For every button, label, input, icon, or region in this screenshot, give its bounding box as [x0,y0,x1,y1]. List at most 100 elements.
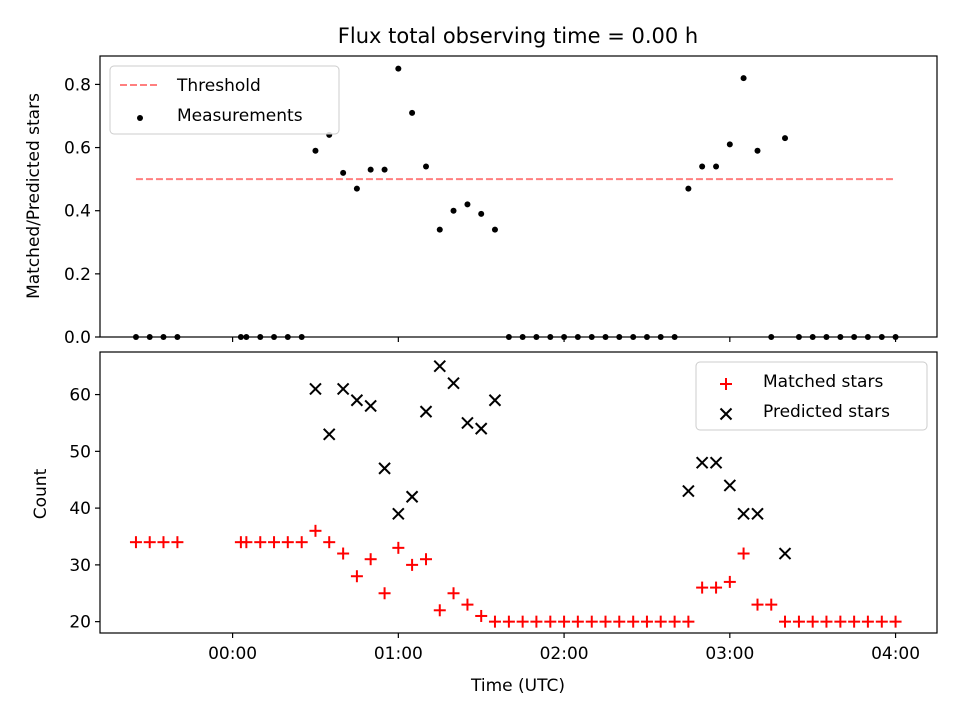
predicted-stars-point [378,462,391,475]
matched-stars-point [475,609,488,622]
predicted-stars-point [364,399,377,413]
predicted-stars-point [336,382,350,396]
matched-stars-point [461,598,474,611]
matched-stars-point [668,615,681,628]
matched-stars-point [502,615,515,628]
matched-stars-point [875,615,888,628]
predicted-stars-point [461,416,474,430]
bottom-panel: 00:00 01:00 02:00 03:00 04:00 20 30 40 50 60 Match… [69,351,938,664]
matched-stars-point [737,547,750,560]
matched-stars-point [861,615,874,628]
matched-stars-point [544,615,557,628]
matched-stars-point [268,536,281,549]
bottom-y-tick-label: 50 [69,442,91,462]
matched-stars-point [820,615,833,628]
matched-stars-point [143,536,156,549]
measurement-point [464,201,471,208]
predicted-stars-point [323,428,336,441]
matched-stars-point [682,615,695,628]
legend-label: Matched stars [763,372,883,392]
predicted-stars-point [751,507,764,520]
measurement-point [312,147,319,154]
legend-label: Measurements [177,106,303,126]
predicted-stars-point [695,456,709,469]
matched-stars-point [848,615,861,628]
bottom-y-tick-label: 40 [69,499,91,519]
matched-stars-point [309,524,322,537]
predicted-stars-point [447,377,460,390]
bottom-legend: Matched stars Predicted stars [695,361,928,431]
legend-box [109,65,340,135]
top-y-tick-label: 0.8 [64,75,91,95]
legend-predicted-swatch [719,407,733,421]
measurement-point [740,75,747,82]
matched-stars-point [406,558,419,571]
bottom-y-tick-label: 30 [69,556,91,576]
predicted-stars-point [309,382,322,396]
measurement-point [782,135,789,142]
measurement-point [754,147,761,154]
measurement-point [340,169,347,176]
matched-stars-point [378,587,391,600]
matched-stars-point [433,604,446,617]
bottom-axes-frame [99,351,938,634]
matched-stars-point [765,598,778,611]
matched-stars-point [696,581,709,594]
matched-stars-point [779,615,792,628]
top-legend: Threshold Measurements [109,65,340,135]
top-y-tick-label: 0.6 [64,139,91,159]
matched-stars-point [613,615,626,628]
matched-stars-point [337,547,350,560]
legend-label: Threshold [176,76,261,96]
matched-stars-point [516,615,529,628]
measurement-point [713,163,720,170]
matched-stars-point [723,575,736,588]
top-panel: 0.0 0.2 0.4 0.6 0.8 Threshold Measurements [64,55,938,348]
legend-label: Predicted stars [763,402,890,422]
predicted-stars-point [405,490,419,503]
measurement-point [478,210,485,217]
matched-stars-point [171,536,184,549]
legend-matched-swatch [720,378,732,390]
chart-title: Flux total observing time = 0.00 h [338,24,698,48]
matched-stars-point [710,581,723,594]
matched-stars-point [420,553,433,566]
matched-stars-point [488,615,501,628]
matched-stars-point [157,536,170,549]
measurement-point [699,163,706,170]
bottom-y-tick-label: 60 [69,386,91,406]
matched-stars-point [806,615,819,628]
top-y-axis-label: Matched/Predicted stars [24,93,44,299]
legend-measurement-swatch [137,115,143,121]
matched-stars-point [364,553,377,566]
measurement-point [436,226,443,233]
matched-stars-point [392,541,405,554]
matched-stars-point [889,615,902,628]
predicted-stars-point [488,394,502,407]
legend-box [695,361,928,431]
x-tick-label: 03:00 [705,644,754,664]
top-y-tick-label: 0.0 [64,328,91,348]
matched-stars-point [323,536,336,549]
bottom-y-tick-label: 20 [69,613,91,633]
matched-stars-point [834,615,847,628]
top-axes-frame [99,55,938,338]
predicted-stars-point [723,479,737,492]
predicted-stars-point [737,507,750,520]
matched-stars-point [295,536,308,549]
predicted-stars-point [709,456,723,469]
measurement-point [409,109,416,116]
matched-stars-point [792,615,805,628]
matched-stars-point [654,615,667,628]
matched-stars-point [751,598,764,611]
predicted-stars-point [475,422,488,435]
matched-stars-point [129,536,142,549]
predicted-stars-point [350,394,364,407]
bottom-y-axis-label: Count [31,468,51,519]
measurement-point [450,207,457,214]
matched-stars-point [627,615,640,628]
matched-stars-point [585,615,598,628]
x-axis-label: Time (UTC) [470,676,565,696]
